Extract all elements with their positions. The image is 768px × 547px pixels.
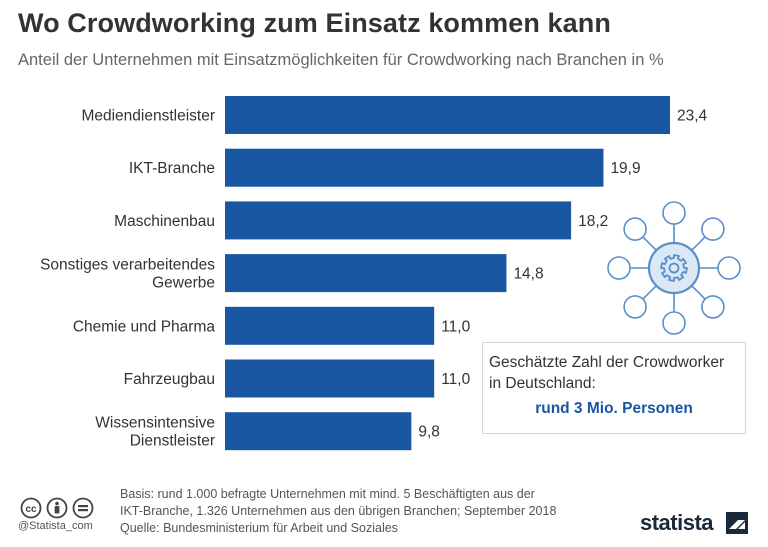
- bar-2: [225, 201, 572, 240]
- statista-logo: statista: [640, 510, 714, 535]
- gear-center: [668, 262, 680, 274]
- network-link-1: [691, 236, 706, 251]
- source-line: Quelle: Bundesministerium für Arbeit und…: [120, 521, 398, 535]
- bar-4: [225, 306, 435, 345]
- network-node-0: [662, 201, 686, 225]
- network-link-7: [642, 236, 657, 251]
- statista-logo-icon: [726, 512, 748, 534]
- bar-0: [225, 96, 670, 134]
- info-box-value: rund 3 Mio. Personen: [535, 400, 693, 417]
- category-label-2: Maschinenbau: [114, 213, 215, 230]
- attribution-icon: [46, 497, 68, 519]
- category-label-0-line-0: Mediendienstleister: [81, 108, 215, 125]
- network-node-4: [662, 311, 686, 335]
- category-label-6: Wissensintensive Dienstleister: [95, 415, 215, 450]
- gear-shape: [660, 254, 688, 282]
- network-node-1: [701, 217, 725, 241]
- value-label-3: 14,8: [513, 266, 543, 283]
- info-line-2: in Deutschland:: [489, 375, 596, 392]
- category-label-1-line-0: IKT-Branche: [129, 160, 215, 177]
- network-node-6: [607, 256, 631, 280]
- basis-line-1: Basis: rund 1.000 befragte Unternehmen m…: [120, 487, 535, 501]
- bar-3: [225, 254, 507, 293]
- category-label-5: Fahrzeugbau: [124, 371, 215, 388]
- value-label-5: 11,0: [441, 371, 470, 388]
- network-node-5: [623, 295, 647, 319]
- category-label-3: Sonstiges verarbeitendes Gewerbe: [40, 257, 215, 292]
- value-label-1: 19,9: [610, 160, 640, 177]
- category-label-6-line-0: Wissensintensive: [95, 415, 215, 432]
- cc-icon: cc: [20, 497, 42, 519]
- bar-5: [225, 359, 435, 398]
- license-icons: cc: [20, 497, 94, 519]
- equals-icon: [72, 497, 94, 519]
- category-label-6-line-1: Dienstleister: [130, 433, 215, 450]
- network-node-7: [623, 217, 647, 241]
- network-node-2: [717, 256, 741, 280]
- value-label-4: 11,0: [441, 318, 470, 335]
- category-label-2-line-0: Maschinenbau: [114, 213, 215, 230]
- info-line-1: Geschätzte Zahl der Crowdworker: [489, 354, 725, 371]
- network-hub: [647, 241, 701, 295]
- bars-layer: 23,4 Mediendienstleister 19,9 IKT-Branche 18…: [40, 96, 708, 451]
- network-node-3: [701, 295, 725, 319]
- basis-line-2: IKT-Branche, 1.326 Unternehmen aus den ü…: [120, 504, 557, 518]
- info-box-text: Geschätzte Zahl der Crowdworker in Deuts…: [489, 352, 724, 394]
- chart-subtitle: Anteil der Unternehmen mit Einsatzmöglic…: [18, 51, 664, 69]
- category-label-3-line-0: Sonstiges verarbeitendes: [40, 257, 215, 274]
- crowdworker-info-box: Geschätzte Zahl der Crowdworker in Deuts…: [482, 342, 746, 434]
- svg-text:cc: cc: [25, 504, 37, 515]
- bar-6: [225, 412, 412, 451]
- category-label-4: Chemie und Pharma: [73, 318, 216, 335]
- value-label-6: 9,8: [418, 424, 440, 441]
- value-label-0: 23,4: [677, 108, 708, 125]
- category-label-5-line-0: Fahrzeugbau: [124, 371, 215, 388]
- gear-network-icon: [607, 201, 741, 335]
- bar-chart: 23,4 Mediendienstleister 19,9 IKT-Branche 18…: [40, 96, 708, 451]
- category-label-3-line-1: Gewerbe: [152, 275, 215, 292]
- category-label-0: Mediendienstleister: [81, 108, 215, 125]
- statista-handle: @Statista_com: [18, 520, 93, 532]
- value-label-2: 18,2: [578, 213, 608, 230]
- category-label-1: IKT-Branche: [129, 160, 215, 177]
- footer-notes: Basis: rund 1.000 befragte Unternehmen m…: [120, 486, 556, 537]
- bar-1: [225, 148, 604, 187]
- network-link-5: [642, 285, 657, 300]
- category-label-4-line-0: Chemie und Pharma: [73, 318, 216, 335]
- chart-title: Wo Crowdworking zum Einsatz kommen kann: [18, 8, 611, 38]
- network-link-3: [691, 285, 706, 300]
